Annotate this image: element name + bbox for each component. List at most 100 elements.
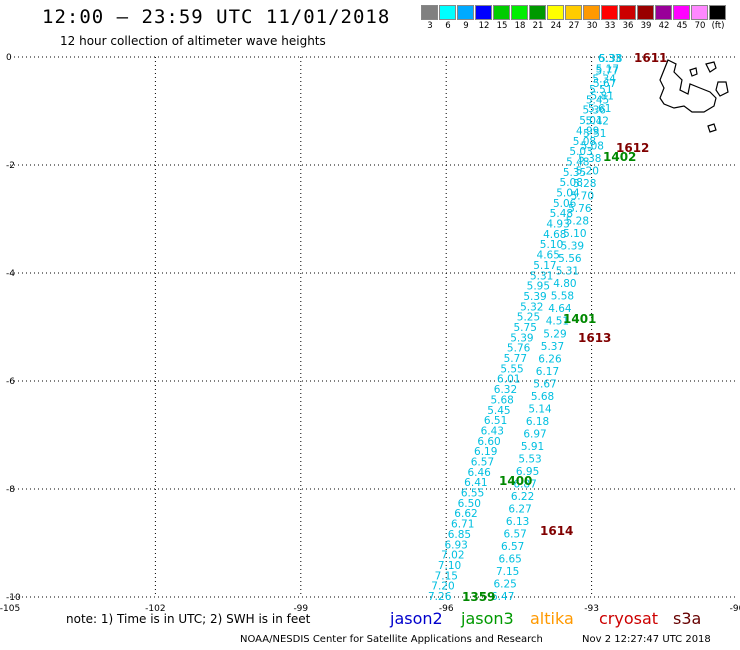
swh-value: 6.55 bbox=[461, 488, 484, 500]
swh-value: 5.51 bbox=[583, 128, 606, 140]
swh-value: 5.10 bbox=[563, 228, 586, 240]
swh-value: 6.71 bbox=[451, 519, 474, 531]
time-label-cryosat: 1613 bbox=[578, 331, 611, 345]
swh-value: 5.31 bbox=[530, 270, 553, 282]
scale-label: 3 bbox=[427, 21, 433, 31]
map-grid bbox=[10, 56, 737, 598]
swh-value: 4.51 bbox=[546, 316, 569, 328]
swh-value: 5.68 bbox=[531, 391, 554, 403]
swh-value: 5.38 bbox=[578, 153, 601, 165]
footer-date: Nov 2 12:27:47 UTC 2018 bbox=[582, 634, 711, 645]
swh-value: 5.76 bbox=[507, 343, 531, 355]
scale-swatch bbox=[511, 5, 528, 20]
swh-value: 6.46 bbox=[467, 467, 491, 479]
scale-swatch bbox=[673, 5, 690, 20]
color-scale-labels: 3 6 9 12 15 18 21 24 27 30 33 36 39 42 45 70 (ft) bbox=[421, 21, 727, 31]
swh-value: 6.93 bbox=[444, 539, 467, 551]
swh-value: 6.25 bbox=[493, 578, 516, 590]
swh-value: 5.77 bbox=[596, 66, 619, 78]
scale-swatch bbox=[601, 5, 618, 20]
footer-credit: NOAA/NESDIS Center for Satellite Applica… bbox=[240, 634, 543, 645]
swh-value: 5.70 bbox=[571, 191, 594, 203]
swh-value: 5.39 bbox=[561, 241, 584, 253]
scale-swatch bbox=[691, 5, 708, 20]
axis-ticks: -105 -102 -99 -96 -93 -90 0 -2 -4 -6 -8 -10 bbox=[0, 53, 740, 614]
swh-value: 4.80 bbox=[553, 278, 576, 290]
swh-value: 6.18 bbox=[526, 416, 549, 428]
swh-value: 6.85 bbox=[448, 529, 471, 541]
scale-label: 12 bbox=[478, 21, 490, 31]
swh-value: 7.20 bbox=[431, 581, 454, 593]
time-label-jason3: 1402 bbox=[603, 150, 636, 164]
scale-label: 45 bbox=[676, 21, 688, 31]
swh-value: 4.93 bbox=[546, 219, 569, 231]
swh-value: 4.68 bbox=[543, 229, 566, 241]
swh-value: 5.31 bbox=[556, 266, 579, 278]
swh-value: 6.62 bbox=[454, 508, 477, 520]
time-label-jason3: 1359 bbox=[462, 590, 495, 604]
swh-value: 5.77 bbox=[504, 353, 527, 365]
scale-label: 9 bbox=[463, 21, 469, 31]
swh-value: 5.39 bbox=[510, 332, 533, 344]
swh-value: 5.01 bbox=[579, 115, 602, 127]
swh-value: 5.08 bbox=[573, 136, 596, 148]
swh-value: 7.15 bbox=[435, 570, 458, 582]
swh-value: 6.57 bbox=[471, 457, 494, 469]
swh-value: 5.48 bbox=[566, 156, 589, 168]
swh-value: 5.38 bbox=[599, 53, 622, 65]
scale-swatch bbox=[637, 5, 654, 20]
page-subtitle: 12 hour collection of altimeter wave hei… bbox=[60, 34, 326, 48]
swh-value: 6.65 bbox=[498, 553, 521, 565]
swh-value: 4.64 bbox=[548, 303, 572, 315]
scale-swatch bbox=[547, 5, 564, 20]
scale-swatch bbox=[583, 5, 600, 20]
swh-value: 5.29 bbox=[543, 328, 566, 340]
x-tick-label: -99 bbox=[293, 604, 308, 614]
y-tick-label: -4 bbox=[6, 269, 15, 279]
time-label-cryosat: 1614 bbox=[540, 524, 573, 538]
swh-value: 5.45 bbox=[487, 405, 510, 417]
swh-value: 5.39 bbox=[523, 291, 546, 303]
island-outline bbox=[659, 59, 717, 113]
scale-label: 18 bbox=[514, 21, 526, 31]
swh-value: 6.26 bbox=[538, 353, 562, 365]
y-tick-label: -8 bbox=[6, 485, 15, 495]
pass-time-labels: 1611 1612 1613 1614 1402 1401 1400 1359 bbox=[462, 51, 667, 604]
legend-altika: altika bbox=[530, 609, 574, 628]
swh-value: 5.17 bbox=[596, 63, 619, 75]
swh-value: 6.57 bbox=[503, 528, 526, 540]
color-scale bbox=[421, 5, 727, 20]
island-outline bbox=[715, 81, 729, 97]
jason-track-2: 6.335.775.675.815.615.425.515.085.385.20… bbox=[491, 53, 621, 603]
scale-label: 27 bbox=[568, 21, 580, 31]
swh-value: 7.02 bbox=[441, 550, 464, 562]
swh-value: 7.26 bbox=[428, 591, 452, 603]
scale-swatch bbox=[655, 5, 672, 20]
swh-value: 5.76 bbox=[568, 203, 592, 215]
swh-value: 5.48 bbox=[550, 208, 573, 220]
swh-value: 6.22 bbox=[511, 491, 534, 503]
y-tick-label: -10 bbox=[6, 593, 21, 603]
legend-jason3: jason3 bbox=[461, 609, 514, 628]
swh-value: 5.34 bbox=[592, 74, 616, 86]
scale-swatch bbox=[493, 5, 510, 20]
swh-value: 5.35 bbox=[563, 167, 586, 179]
swh-value: 5.25 bbox=[517, 312, 540, 324]
scale-swatch bbox=[439, 5, 456, 20]
jason-track-1: 5.385.175.345.515.455.365.014.995.085.03… bbox=[428, 53, 622, 603]
time-label-cryosat: 1611 bbox=[634, 51, 667, 65]
x-tick-label: -93 bbox=[584, 604, 599, 614]
swh-value: 5.06 bbox=[553, 198, 577, 210]
swh-value: 6.27 bbox=[508, 503, 531, 515]
legend-note: note: 1) Time is in UTC; 2) SWH is in fe… bbox=[66, 612, 311, 626]
swh-value: 5.53 bbox=[518, 453, 541, 465]
swh-value: 5.37 bbox=[541, 341, 564, 353]
scale-label: 70 bbox=[694, 21, 706, 31]
scale-label: 24 bbox=[550, 21, 562, 31]
scale-label: 30 bbox=[586, 21, 598, 31]
swh-value: 5.28 bbox=[566, 216, 589, 228]
swh-value: 5.91 bbox=[521, 441, 544, 453]
swh-value: 5.04 bbox=[556, 188, 580, 200]
scale-label: 21 bbox=[532, 21, 544, 31]
